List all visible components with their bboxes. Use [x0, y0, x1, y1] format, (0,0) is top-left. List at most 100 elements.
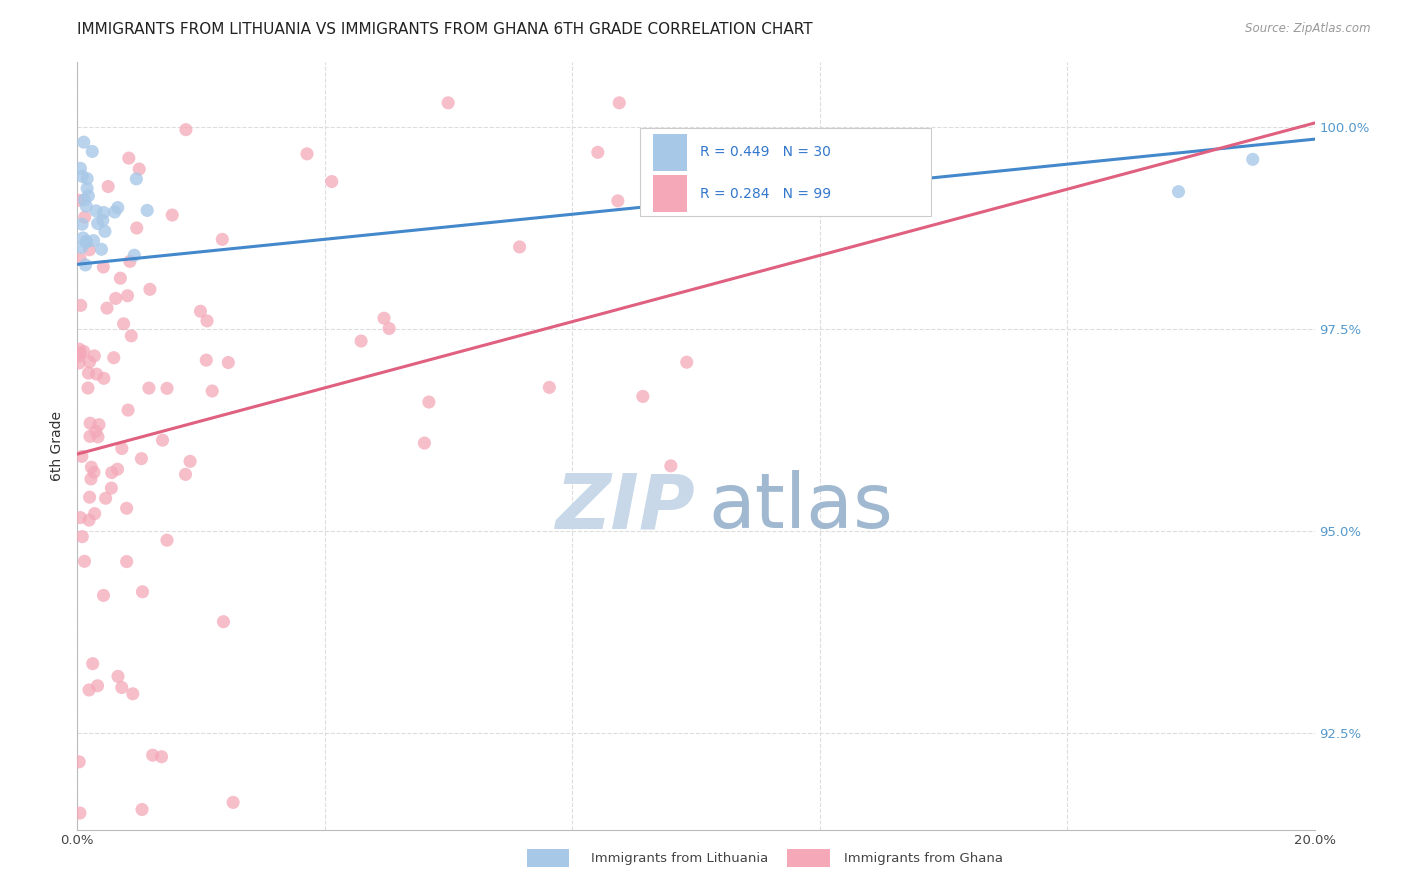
Point [69, 346, 91, 360]
FancyBboxPatch shape [652, 134, 688, 170]
Point [538, 380, 561, 394]
Point [69, 510, 91, 524]
Point [131, 451, 153, 466]
Point [195, 314, 218, 328]
Point [107, 669, 129, 683]
Point [104, 292, 127, 306]
Point [586, 145, 609, 160]
Point [82, 145, 104, 159]
Point [607, 95, 630, 110]
Point [107, 201, 129, 215]
Point [1241, 153, 1264, 167]
Point [91, 213, 114, 227]
Point [80, 472, 103, 486]
Point [156, 381, 179, 395]
Point [125, 172, 148, 186]
Text: Source: ZipAtlas.com: Source: ZipAtlas.com [1246, 22, 1371, 36]
Point [77, 366, 100, 380]
Point [67, 356, 90, 370]
Point [115, 555, 138, 569]
Point [77, 189, 100, 203]
Point [110, 271, 132, 285]
Text: ZIP: ZIP [557, 470, 696, 544]
Point [418, 395, 440, 409]
Point [174, 122, 197, 136]
Point [72, 169, 94, 184]
Point [73, 344, 96, 359]
Point [100, 481, 122, 495]
Point [111, 681, 134, 695]
Point [76, 171, 98, 186]
Point [413, 436, 436, 450]
Point [152, 433, 174, 447]
Point [70, 217, 93, 231]
FancyBboxPatch shape [652, 176, 688, 212]
Point [212, 615, 235, 629]
Point [84, 425, 107, 439]
Point [107, 462, 129, 476]
Point [97, 179, 120, 194]
Point [82, 657, 104, 671]
Point [96, 301, 118, 315]
Point [90, 242, 112, 256]
Point [83, 507, 105, 521]
Point [91, 260, 114, 274]
Point [69, 298, 91, 312]
Point [77, 513, 100, 527]
Point [631, 389, 654, 403]
Point [94, 224, 117, 238]
Point [195, 353, 218, 368]
Point [142, 748, 165, 763]
Point [156, 533, 179, 548]
Point [72, 530, 94, 544]
Point [901, 132, 924, 146]
Point [190, 304, 212, 318]
Point [117, 403, 139, 417]
Point [217, 355, 239, 369]
Point [350, 334, 373, 348]
Point [179, 454, 201, 468]
Point [162, 208, 184, 222]
Point [84, 203, 107, 218]
Point [222, 796, 245, 810]
Point [118, 151, 141, 165]
Y-axis label: 6th Grade: 6th Grade [51, 411, 65, 481]
Point [378, 321, 401, 335]
Text: R = 0.449   N = 30: R = 0.449 N = 30 [700, 145, 831, 160]
Point [93, 205, 115, 219]
Point [675, 355, 697, 369]
Point [659, 458, 682, 473]
Point [67, 755, 90, 769]
Point [76, 235, 98, 249]
Point [87, 417, 110, 432]
Text: Immigrants from Ghana: Immigrants from Ghana [844, 852, 1002, 864]
Point [79, 429, 101, 443]
Text: IMMIGRANTS FROM LITHUANIA VS IMMIGRANTS FROM GHANA 6TH GRADE CORRELATION CHART: IMMIGRANTS FROM LITHUANIA VS IMMIGRANTS … [77, 22, 813, 37]
Point [94, 491, 117, 506]
Point [86, 217, 108, 231]
Point [139, 282, 162, 296]
Point [1167, 185, 1189, 199]
FancyBboxPatch shape [640, 128, 931, 216]
Point [86, 367, 108, 381]
Point [295, 146, 318, 161]
Point [79, 416, 101, 430]
Point [111, 442, 134, 456]
Point [509, 240, 531, 254]
Point [75, 258, 97, 272]
Point [128, 162, 150, 177]
Point [118, 254, 141, 268]
Point [69, 161, 91, 176]
Point [67, 193, 90, 207]
Point [138, 381, 160, 395]
Point [121, 687, 143, 701]
Point [67, 349, 90, 363]
Point [606, 194, 628, 208]
Point [87, 430, 110, 444]
Point [112, 317, 135, 331]
Point [75, 199, 97, 213]
Point [131, 584, 153, 599]
Point [321, 175, 343, 189]
Point [80, 460, 103, 475]
Point [104, 205, 127, 219]
